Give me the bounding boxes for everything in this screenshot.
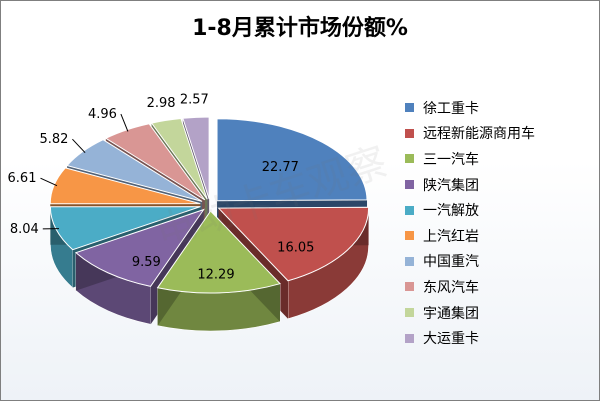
chart-title: 1-8月累计市场份额% xyxy=(192,16,408,41)
data-label: 8.04 xyxy=(10,222,39,237)
pie-slice-7 xyxy=(66,139,203,202)
chart-legend: 徐工重卡远程新能源商用车 三一汽车陕汽集团一汽解放上汽红岩中国重汽东风汽车宇通集团… xyxy=(405,95,595,351)
legend-item: 陕汽集团 xyxy=(405,172,595,198)
data-label: 22.77 xyxy=(262,160,299,175)
legend-label: 宇通集团 xyxy=(423,305,479,322)
legend-swatch xyxy=(405,103,414,113)
legend-item: 远程新能源商用车 xyxy=(405,121,595,147)
leader-line xyxy=(120,113,129,132)
legend-swatch xyxy=(405,256,414,266)
legend-swatch xyxy=(405,333,414,343)
pie-slice-10 xyxy=(182,116,210,200)
data-label: 2.57 xyxy=(180,92,209,107)
leader-line xyxy=(72,138,86,154)
pie-slice-3 xyxy=(156,210,281,294)
legend-swatch xyxy=(405,180,414,190)
legend-item: 大运重卡 xyxy=(405,325,595,351)
legend-label: 东风汽车 xyxy=(423,279,479,296)
pie-slice-6 xyxy=(49,167,201,205)
pie-slice-8 xyxy=(104,123,206,201)
legend-label: 大运重卡 xyxy=(423,331,479,348)
legend-label: 中国重汽 xyxy=(423,254,479,271)
legend-item: 徐工重卡 xyxy=(405,95,595,121)
data-label: 6.61 xyxy=(8,171,37,186)
legend-swatch xyxy=(405,282,414,292)
data-label: 5.82 xyxy=(39,132,68,147)
legend-label: 一汽解放 xyxy=(423,203,479,220)
legend-swatch xyxy=(405,308,414,318)
legend-swatch xyxy=(405,128,414,138)
legend-item: 一汽解放 xyxy=(405,197,595,223)
data-label: 16.05 xyxy=(277,241,314,256)
legend-item: 宇通集团 xyxy=(405,300,595,326)
legend-swatch xyxy=(405,231,414,241)
data-label: 2.98 xyxy=(147,96,176,111)
pie-slice-1 xyxy=(216,118,368,202)
data-label: 12.29 xyxy=(197,267,234,282)
data-label: 4.96 xyxy=(88,107,117,122)
legend-item: 中国重汽 xyxy=(405,249,595,275)
legend-label: 徐工重卡 xyxy=(423,100,479,117)
legend-label: 上汽红岩 xyxy=(423,228,479,245)
legend-label: 远程新能源商用车 xyxy=(423,126,535,143)
legend-swatch xyxy=(405,205,414,215)
legend-label: 三一汽车 xyxy=(423,151,479,168)
legend-item: 东风汽车 xyxy=(405,274,595,300)
legend-item: 上汽红岩 xyxy=(405,223,595,249)
pie-slice-9 xyxy=(150,117,208,200)
legend-swatch xyxy=(405,154,414,164)
legend-item: 三一汽车 xyxy=(405,146,595,172)
pie-slice-4 xyxy=(74,208,205,287)
legend-label: 陕汽集团 xyxy=(423,177,479,194)
pie-slice-2 xyxy=(217,206,370,282)
data-label: 9.59 xyxy=(132,255,161,270)
leader-line xyxy=(40,177,58,187)
